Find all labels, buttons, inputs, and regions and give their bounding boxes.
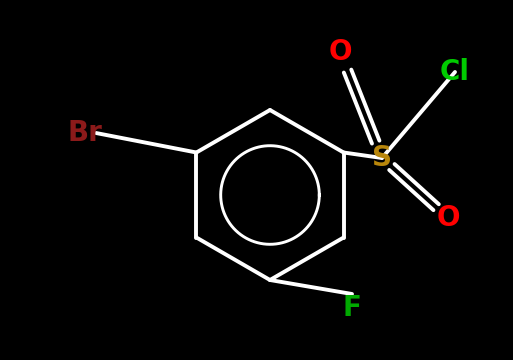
Text: Cl: Cl bbox=[440, 58, 470, 86]
Text: O: O bbox=[436, 204, 460, 232]
Text: S: S bbox=[372, 144, 392, 172]
Text: Br: Br bbox=[68, 119, 103, 147]
Text: F: F bbox=[343, 294, 362, 322]
Text: O: O bbox=[328, 38, 352, 66]
